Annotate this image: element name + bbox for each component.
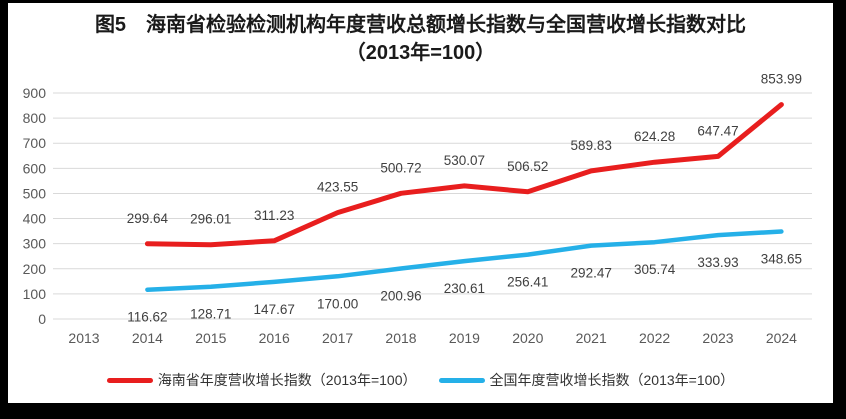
data-label: 147.67 <box>254 302 295 317</box>
y-axis-tick-label: 700 <box>23 135 47 151</box>
y-axis-tick-label: 200 <box>23 261 47 277</box>
y-axis-tick-label: 100 <box>23 286 47 302</box>
data-label: 200.96 <box>380 289 421 304</box>
data-label: 530.07 <box>444 153 485 168</box>
data-label: 299.64 <box>127 211 169 226</box>
data-label: 296.01 <box>190 212 231 227</box>
x-axis-tick-label: 2021 <box>576 330 607 346</box>
x-axis-tick-label: 2014 <box>132 330 163 346</box>
national-series-line <box>145 229 784 292</box>
legend-label-national: 全国年度营收增长指数（2013年=100） <box>489 372 735 388</box>
data-label: 853.99 <box>761 72 802 87</box>
data-label: 647.47 <box>697 123 738 138</box>
hainan-series-line <box>144 102 784 248</box>
data-label: 116.62 <box>127 310 167 325</box>
x-axis-tick-label: 2017 <box>322 330 353 346</box>
data-label: 256.41 <box>507 275 548 290</box>
chart-title: 图5 海南省检验检测机构年度营收总额增长指数与全国营收增长指数对比 （2013年… <box>8 11 833 67</box>
x-axis-tick-label: 2022 <box>639 330 670 346</box>
x-axis-tick-label: 2024 <box>766 330 797 346</box>
y-axis-tick-label: 800 <box>23 110 47 126</box>
y-axis-tick-label: 900 <box>23 85 47 101</box>
x-axis-tick-label: 2020 <box>512 330 543 346</box>
data-label: 506.52 <box>507 159 548 174</box>
data-label: 624.28 <box>634 129 675 144</box>
x-axis-tick-label: 2019 <box>449 330 480 346</box>
x-axis-tick-label: 2016 <box>259 330 290 346</box>
y-axis-tick-label: 600 <box>23 160 47 176</box>
x-axis-tick-label: 2015 <box>195 330 226 346</box>
chart-title-line2: （2013年=100） <box>345 42 496 64</box>
data-label: 128.71 <box>190 307 231 322</box>
data-label: 311.23 <box>254 208 294 223</box>
legend-label-hainan: 海南省年度营收增长指数（2013年=100） <box>157 372 417 388</box>
chart-title-line1: 图5 海南省检验检测机构年度营收总额增长指数与全国营收增长指数对比 <box>94 14 747 36</box>
data-label: 348.65 <box>761 251 802 266</box>
line-chart: 0 100 200 300 400 500 600 700 800 900 2013 2014 2015… <box>23 72 812 346</box>
data-label: 305.74 <box>634 262 676 277</box>
y-axis-tick-label: 300 <box>23 236 47 252</box>
data-label: 170.00 <box>317 296 358 311</box>
x-axis-tick-label: 2013 <box>68 330 99 346</box>
chart-legend: 海南省年度营收增长指数（2013年=100） 全国年度营收增长指数（2013年=… <box>8 370 833 390</box>
data-label: 500.72 <box>380 160 421 175</box>
data-label: 333.93 <box>697 255 738 270</box>
data-label: 292.47 <box>571 266 612 281</box>
legend-item-hainan: 海南省年度营收增长指数（2013年=100） <box>106 370 417 390</box>
data-label: 589.83 <box>571 138 612 153</box>
chart-page: 图5 海南省检验检测机构年度营收总额增长指数与全国营收增长指数对比 （2013年… <box>8 3 833 403</box>
x-axis-tick-label: 2023 <box>702 330 733 346</box>
y-axis-tick-label: 400 <box>23 211 47 227</box>
legend-line-red-icon <box>106 377 153 383</box>
y-axis-tick-label: 500 <box>23 185 47 201</box>
legend-line-blue-icon <box>438 377 485 383</box>
legend-item-national: 全国年度营收增长指数（2013年=100） <box>438 370 735 390</box>
y-axis-tick-label: 0 <box>38 311 46 327</box>
data-label: 230.61 <box>444 281 485 296</box>
x-axis-tick-label: 2018 <box>385 330 416 346</box>
data-label: 423.55 <box>317 180 358 195</box>
